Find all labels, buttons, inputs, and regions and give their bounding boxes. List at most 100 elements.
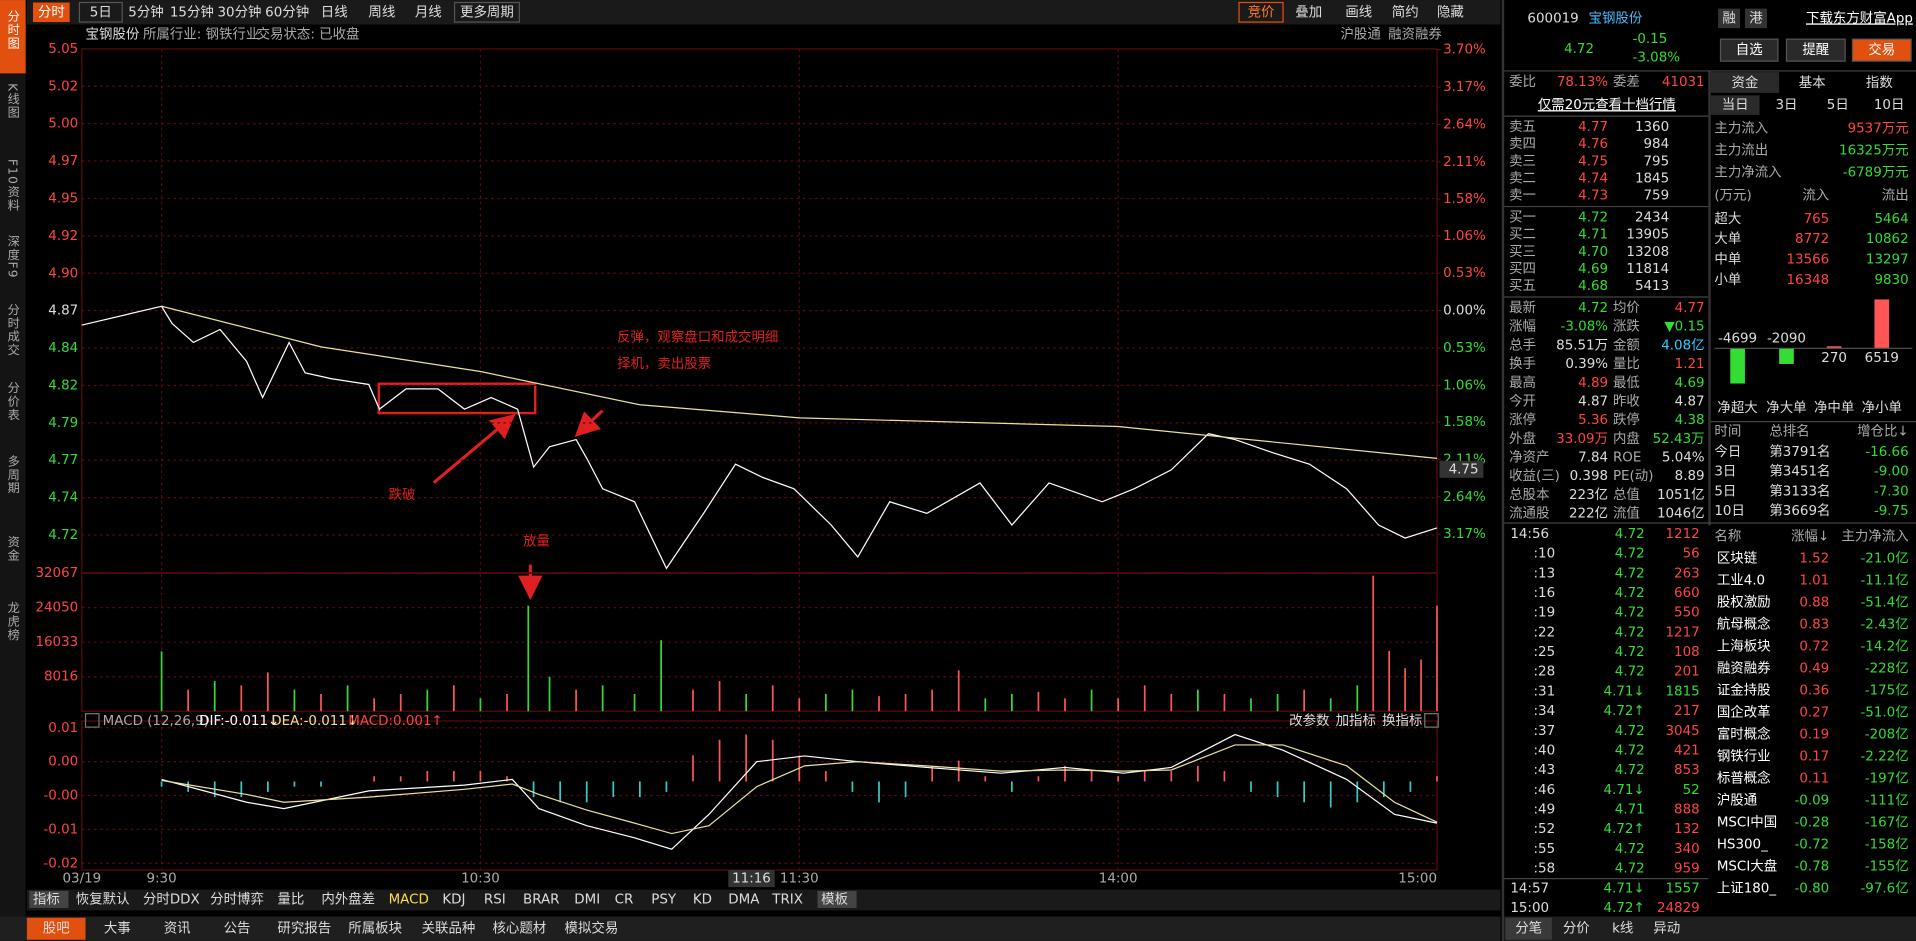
sector-name[interactable]: MSCI大盘 bbox=[1717, 857, 1777, 874]
action-button[interactable]: 自选 bbox=[1736, 42, 1763, 58]
bottom-tab[interactable]: 研究报告 bbox=[277, 921, 331, 937]
sidebar-tab[interactable]: 分价表 bbox=[6, 381, 20, 422]
book-label: 卖四 bbox=[1509, 136, 1536, 152]
indicator-tab[interactable]: KDJ bbox=[442, 892, 465, 907]
bottom-tab[interactable]: 公告 bbox=[224, 921, 251, 937]
indicator-tab[interactable]: 内外盘差 bbox=[321, 890, 375, 907]
promo-link[interactable]: 仅需20元查看十档行情 bbox=[1538, 97, 1676, 113]
toolbar-button[interactable]: 竞价 bbox=[1248, 3, 1275, 20]
indicator-tab[interactable]: 指标 bbox=[33, 891, 60, 907]
indicator-action[interactable]: 改参数 bbox=[1289, 712, 1330, 729]
right-tab[interactable]: 分价 bbox=[1563, 921, 1590, 937]
info-link[interactable]: 沪股通 bbox=[1340, 26, 1381, 42]
sector-name[interactable]: 工业4.0 bbox=[1717, 572, 1765, 588]
indicator-tab[interactable]: 分时DDX bbox=[143, 891, 200, 907]
toolbar-tab[interactable]: 30分钟 bbox=[218, 3, 262, 20]
toolbar-button[interactable]: 简约 bbox=[1392, 3, 1419, 20]
funds-tab[interactable]: 基本 bbox=[1799, 74, 1826, 91]
toolbar-tab[interactable]: 更多周期 bbox=[460, 3, 514, 20]
right-tab[interactable]: 异动 bbox=[1653, 921, 1680, 937]
sector-name[interactable]: MSCI中国 bbox=[1717, 814, 1777, 830]
indicator-tab[interactable]: BRAR bbox=[523, 892, 560, 907]
period-tab[interactable]: 3日 bbox=[1775, 98, 1797, 113]
bottom-tab[interactable]: 模拟交易 bbox=[565, 920, 619, 937]
rank-header: 增仓比↓ bbox=[1857, 423, 1909, 439]
indicator-tab[interactable]: 模板 bbox=[821, 891, 848, 907]
toolbar-tab[interactable]: 15分钟 bbox=[170, 3, 214, 20]
bottom-tab[interactable]: 关联品种 bbox=[422, 921, 476, 937]
period-tab[interactable]: 10日 bbox=[1874, 98, 1905, 113]
funds-tab[interactable]: 指数 bbox=[1866, 75, 1893, 91]
sidebar-tab[interactable]: 分时成交 bbox=[6, 303, 20, 357]
sector-name[interactable]: 融资融券 bbox=[1717, 660, 1771, 676]
toolbar-button[interactable]: 叠加 bbox=[1295, 4, 1322, 20]
sector-header: 名称 bbox=[1714, 528, 1741, 544]
sidebar-tab[interactable]: 多周期 bbox=[6, 454, 20, 495]
indicator-tab[interactable]: TRIX bbox=[771, 892, 803, 907]
sidebar-tab[interactable]: 龙虎榜 bbox=[6, 601, 20, 642]
toolbar-tab[interactable]: 日线 bbox=[321, 4, 348, 20]
indicator-tab[interactable]: 分时博弈 bbox=[210, 891, 264, 907]
indicator-action[interactable]: 加指标 bbox=[1336, 713, 1376, 729]
toolbar-tab[interactable]: 60分钟 bbox=[265, 3, 309, 20]
sector-name[interactable]: 股权激励 bbox=[1717, 593, 1771, 610]
funds-tab[interactable]: 资金 bbox=[1731, 75, 1758, 91]
sector-name[interactable]: 上证180_ bbox=[1717, 880, 1777, 896]
sector-name[interactable]: 钢铁行业 bbox=[1717, 748, 1771, 764]
stat-label: 总股本 bbox=[1509, 487, 1549, 503]
trade-price: 4.72 bbox=[1615, 665, 1645, 680]
bottom-tab[interactable]: 所属板块 bbox=[348, 921, 402, 937]
toolbar-tab[interactable]: 月线 bbox=[415, 4, 442, 20]
period-tab[interactable]: 当日 bbox=[1722, 97, 1749, 113]
trade-time: :22 bbox=[1534, 625, 1556, 640]
sidebar-tab[interactable]: F10资料 bbox=[6, 159, 20, 212]
toolbar-button[interactable]: 画线 bbox=[1345, 4, 1372, 20]
indicator-tab[interactable]: DMA bbox=[728, 892, 760, 907]
action-button[interactable]: 提醒 bbox=[1802, 42, 1829, 58]
toolbar-tab[interactable]: 5日 bbox=[90, 5, 112, 20]
funds-out: 5464 bbox=[1874, 212, 1908, 227]
toolbar-tab[interactable]: 周线 bbox=[368, 4, 395, 20]
period-tab[interactable]: 5日 bbox=[1827, 98, 1849, 113]
funds-label: 主力流入 bbox=[1714, 120, 1768, 136]
indicator-tab[interactable]: MACD bbox=[389, 892, 429, 907]
indicator-tab[interactable]: 量比 bbox=[277, 891, 304, 907]
sidebar-tab[interactable]: 分时图 bbox=[6, 10, 20, 51]
bottom-tab[interactable]: 大事 bbox=[104, 921, 131, 937]
action-button[interactable]: 交易 bbox=[1868, 41, 1895, 58]
indicator-tab[interactable]: PSY bbox=[651, 892, 677, 907]
sector-name[interactable]: 富时概念 bbox=[1717, 725, 1771, 742]
trade-volume: 263 bbox=[1674, 566, 1700, 581]
cursor-time: 11:16 bbox=[732, 872, 771, 887]
indicator-tab[interactable]: KD bbox=[693, 892, 712, 907]
sector-name[interactable]: 标普概念 bbox=[1717, 769, 1771, 786]
info-link[interactable]: 融资融券 bbox=[1388, 26, 1442, 42]
bottom-tab[interactable]: 股吧 bbox=[43, 922, 70, 937]
right-tab[interactable]: k线 bbox=[1612, 921, 1633, 937]
indicator-tab[interactable]: 恢复默认 bbox=[76, 890, 130, 907]
bottom-tab[interactable]: 核心题材 bbox=[492, 921, 546, 937]
book-price: 4.70 bbox=[1578, 245, 1608, 260]
indicator-tab[interactable]: RSI bbox=[484, 892, 506, 907]
toolbar-tab[interactable]: 分时 bbox=[38, 4, 65, 20]
sector-name[interactable]: 航母概念 bbox=[1717, 615, 1771, 632]
toolbar-tab[interactable]: 5分钟 bbox=[128, 3, 163, 20]
sector-name[interactable]: 国企改革 bbox=[1717, 703, 1771, 720]
sector-name[interactable]: HS300_ bbox=[1717, 837, 1768, 852]
indicator-tab[interactable]: DMI bbox=[574, 892, 600, 907]
indicator-action[interactable]: 换指标 bbox=[1382, 713, 1422, 729]
bottom-tab[interactable]: 资讯 bbox=[164, 921, 191, 937]
toolbar-button[interactable]: 隐藏 bbox=[1437, 4, 1464, 20]
indicator-tab[interactable]: CR bbox=[615, 892, 634, 907]
sector-name[interactable]: 上海板块 bbox=[1717, 638, 1771, 654]
sector-name[interactable]: 证金持股 bbox=[1717, 682, 1771, 698]
sector-flow: -51.4亿 bbox=[1860, 594, 1908, 610]
sector-name[interactable]: 区块链 bbox=[1717, 550, 1758, 566]
sector-name[interactable]: 沪股通 bbox=[1717, 792, 1758, 808]
app-link[interactable]: 下载东方财富App bbox=[1806, 9, 1913, 26]
sidebar-tab[interactable]: 深度F9 bbox=[6, 234, 20, 278]
right-tab[interactable]: 分笔 bbox=[1515, 921, 1542, 937]
book-label: 卖三 bbox=[1509, 153, 1536, 169]
sidebar-tab[interactable]: 资金 bbox=[6, 535, 20, 562]
sidebar-tab[interactable]: K线图 bbox=[6, 83, 20, 119]
